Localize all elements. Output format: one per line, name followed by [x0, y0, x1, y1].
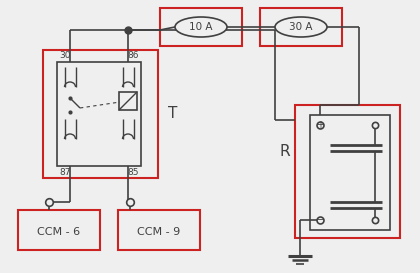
Ellipse shape [175, 17, 227, 37]
Text: 87: 87 [59, 168, 71, 177]
Bar [57, 62, 141, 166]
Text: 85: 85 [128, 168, 139, 177]
Text: CCM - 6: CCM - 6 [37, 227, 81, 237]
Bar [119, 92, 137, 110]
Bar [43, 50, 158, 178]
Text: 30: 30 [59, 51, 71, 60]
Text: −: − [316, 215, 324, 225]
Text: +: + [316, 120, 324, 130]
Text: 86: 86 [128, 51, 139, 60]
Bar [295, 105, 400, 238]
Bar [160, 8, 242, 46]
Bar [118, 210, 200, 250]
Text: 30 A: 30 A [289, 22, 313, 32]
Ellipse shape [275, 17, 327, 37]
Bar [260, 8, 342, 46]
Text: CCM - 9: CCM - 9 [137, 227, 181, 237]
Text: 10 A: 10 A [189, 22, 213, 32]
Text: R: R [279, 144, 290, 159]
Bar [310, 115, 390, 230]
Text: T: T [168, 106, 177, 121]
Bar [18, 210, 100, 250]
